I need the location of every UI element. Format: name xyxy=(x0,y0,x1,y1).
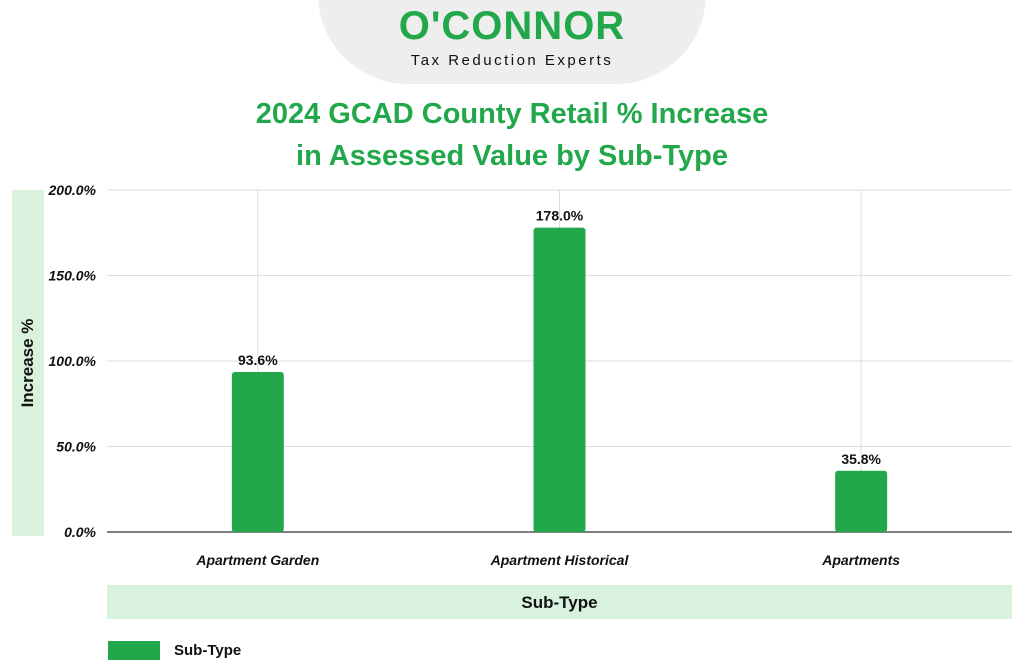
legend-label: Sub-Type xyxy=(174,641,242,659)
x-tick-label: Apartments xyxy=(821,552,900,568)
legend: Sub-Type xyxy=(108,640,241,660)
y-tick-label: 50.0% xyxy=(56,439,96,455)
brand-tagline: Tax Reduction Experts xyxy=(410,52,614,69)
x-axis-label-band xyxy=(107,585,1012,619)
bar xyxy=(533,227,586,532)
data-label: 35.8% xyxy=(841,451,881,467)
x-tick-label: Apartment Historical xyxy=(490,552,630,568)
y-tick-label: 100.0% xyxy=(49,353,97,369)
y-tick-label: 200.0% xyxy=(48,182,97,198)
y-tick-label: 150.0% xyxy=(49,268,97,284)
bar xyxy=(231,371,284,532)
logo-banner: O'CONNOR Tax Reduction Experts xyxy=(318,0,706,84)
brand-logo: O'CONNOR xyxy=(398,4,626,48)
data-label: 93.6% xyxy=(238,352,278,368)
data-label: 178.0% xyxy=(536,208,584,224)
x-tick-label: Apartment Garden xyxy=(195,552,319,568)
x-axis-label: Sub-Type xyxy=(521,593,598,612)
chart-title-line-2: in Assessed Value by Sub-Type xyxy=(296,140,728,172)
y-tick-label: 0.0% xyxy=(64,524,96,540)
chart-title-line-1: 2024 GCAD County Retail % Increase xyxy=(255,98,769,130)
y-axis-label-band xyxy=(12,190,44,536)
bar xyxy=(835,470,888,532)
legend-swatch xyxy=(108,640,160,660)
